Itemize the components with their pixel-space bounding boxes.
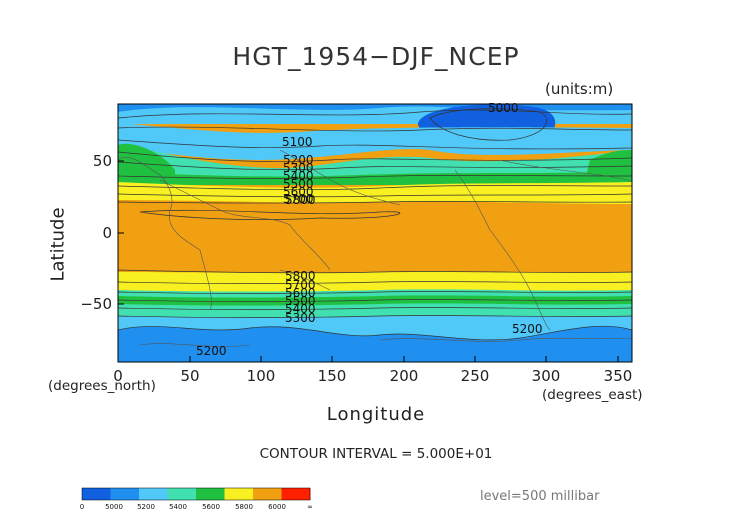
contour-label: 5100 bbox=[282, 135, 313, 149]
colorbar-label: 5600 bbox=[202, 503, 220, 511]
figure-title: HGT_1954−DJF_NCEP bbox=[232, 42, 520, 71]
contour-label: 5500 bbox=[285, 294, 316, 308]
axis-ticks bbox=[117, 160, 619, 362]
colorbar-frame bbox=[81, 487, 311, 501]
contour-label: 5800 bbox=[285, 269, 316, 283]
contour-label: 5300 bbox=[285, 311, 316, 325]
y-tick-label: 0 bbox=[102, 224, 112, 242]
contour-lines bbox=[118, 108, 632, 341]
x-tick-label: 350 bbox=[603, 367, 633, 385]
colorbar-label: 6000 bbox=[268, 503, 286, 511]
x-axis-label: Longitude bbox=[326, 404, 426, 425]
colorbar-swatch bbox=[167, 488, 197, 500]
contour-interval: CONTOUR INTERVAL = 5.000E+01 bbox=[259, 446, 493, 462]
contour-label: 5000 bbox=[488, 101, 519, 115]
colorbar-swatch bbox=[281, 488, 311, 500]
colorbar-label: 5400 bbox=[169, 503, 187, 511]
colorbar-label: 5800 bbox=[235, 503, 253, 511]
coastlines bbox=[118, 149, 632, 347]
contour-label: 5600 bbox=[285, 286, 316, 300]
colorbar-swatch bbox=[196, 488, 225, 500]
x-tick-label: 100 bbox=[246, 367, 276, 385]
x-tick-label: 300 bbox=[531, 367, 561, 385]
y-tick-label: 50 bbox=[92, 152, 112, 170]
x-tick-label: 50 bbox=[180, 367, 200, 385]
contour-label: 5300 bbox=[283, 161, 314, 175]
colorbar-swatch bbox=[224, 488, 254, 500]
x-tick-label: 200 bbox=[389, 367, 419, 385]
colorbar bbox=[81, 487, 311, 501]
band-5000-5200-south bbox=[118, 326, 632, 362]
contour-label-group: 5000 5100 5200 5300 5400 5500 5600 5700 … bbox=[196, 101, 543, 358]
contour-label: 5200 bbox=[283, 153, 314, 167]
contour-label: 5700 bbox=[283, 192, 314, 206]
colorbar-swatch bbox=[139, 488, 168, 500]
contour-label: 5400 bbox=[285, 302, 316, 316]
contour-label: 5200 bbox=[196, 344, 227, 358]
contour-label: 5500 bbox=[283, 177, 314, 191]
y-tick-label: −50 bbox=[80, 295, 112, 313]
y-unit-label: (degrees_north) bbox=[48, 378, 156, 394]
contour-label: 5800 bbox=[285, 193, 316, 207]
x-tick-label: 0 bbox=[113, 367, 123, 385]
contour-label: 5700 bbox=[285, 278, 316, 292]
contour-label: 5400 bbox=[283, 169, 314, 183]
colorbar-swatch bbox=[82, 488, 111, 500]
x-tick-label: 150 bbox=[317, 367, 347, 385]
colorbar-label: ∞ bbox=[307, 503, 313, 511]
field-bands bbox=[118, 104, 632, 362]
colorbar-swatch bbox=[110, 488, 140, 500]
units-label: (units:m) bbox=[545, 80, 614, 98]
contour-label: 5200 bbox=[512, 322, 543, 336]
y-axis-label: Latitude bbox=[47, 207, 69, 282]
colorbar-label: 0 bbox=[79, 503, 85, 511]
x-unit-label: (degrees_east) bbox=[542, 387, 643, 403]
contour-label: 5600 bbox=[283, 185, 314, 199]
x-tick-label: 250 bbox=[460, 367, 490, 385]
colorbar-label: 5000 bbox=[105, 503, 123, 511]
colorbar-swatch bbox=[253, 488, 282, 500]
level-text: level=500 millibar bbox=[480, 489, 600, 504]
colorbar-label: 5200 bbox=[137, 503, 155, 511]
